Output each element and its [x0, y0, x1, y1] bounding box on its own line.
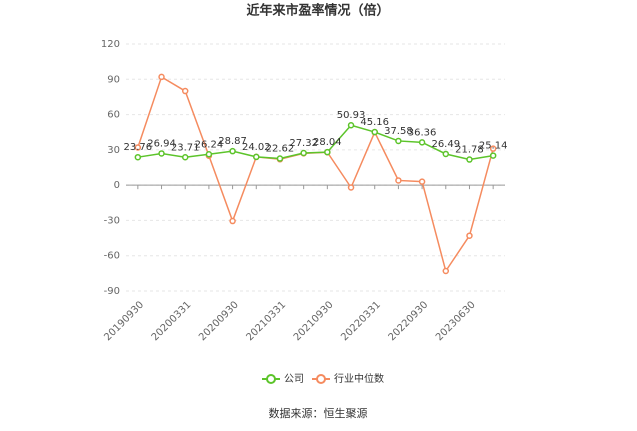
x-tick-label: 20190930 [102, 299, 146, 343]
legend-label: 公司 [284, 374, 304, 385]
data-label: 22.62 [266, 144, 295, 155]
x-tick-label: 20200930 [197, 299, 241, 343]
point [158, 150, 165, 157]
point [466, 156, 473, 163]
legend-marker [316, 374, 326, 384]
point [205, 151, 213, 158]
y-tick-label: 30 [107, 145, 120, 156]
chart-title: 近年来市盈率情况（倍） [246, 3, 389, 19]
point [395, 177, 402, 184]
point [347, 121, 355, 129]
data-label: 28.87 [218, 136, 247, 147]
line [137, 75, 494, 273]
x-tick-label: 20200331 [150, 299, 194, 343]
data-label: 26.49 [431, 139, 460, 150]
data-label: 27.32 [289, 138, 318, 149]
data-label: 50.93 [337, 110, 366, 121]
point [253, 153, 260, 161]
point [442, 267, 450, 275]
point [371, 128, 378, 136]
y-tick-label: 90 [107, 74, 120, 85]
data-label: 36.36 [408, 127, 437, 138]
x-tick-label: 20210930 [292, 299, 336, 343]
point [158, 73, 165, 81]
line [137, 124, 494, 161]
data-label: 23.76 [124, 142, 153, 153]
data-label: 45.16 [360, 117, 389, 128]
point [134, 144, 142, 151]
data-label: 28.04 [313, 137, 342, 148]
data-label: 23.71 [171, 142, 200, 153]
point [276, 155, 284, 162]
y-tick-label: 0 [114, 180, 120, 191]
y-tick-label: -30 [104, 215, 120, 226]
y-tick-label: 60 [107, 110, 120, 121]
point [418, 139, 426, 146]
data-label: 37.58 [384, 126, 413, 137]
x-tick-label: 20220331 [339, 299, 383, 343]
point [229, 217, 236, 225]
point [347, 184, 355, 191]
y-tick-label: -60 [104, 251, 120, 262]
x-tick-label: 20210331 [244, 299, 288, 343]
data-label: 26.24 [195, 139, 224, 150]
y-tick-label: -90 [104, 286, 120, 297]
point [442, 150, 450, 158]
data-label: 21.78 [455, 145, 484, 156]
y-tick-label: 120 [101, 39, 120, 50]
point [395, 137, 402, 145]
point [181, 154, 189, 161]
point [324, 148, 331, 156]
point [466, 232, 473, 239]
source: 数据来源：恒生聚源 [269, 406, 368, 420]
x-tick-label: 20230630 [434, 299, 478, 343]
point [489, 152, 497, 159]
x-tick-label: 20220930 [387, 299, 431, 343]
point [134, 153, 142, 161]
data-label: 25.14 [479, 141, 508, 152]
legend-label: 行业中位数 [334, 372, 384, 385]
point [489, 145, 497, 152]
point [418, 178, 426, 185]
point [300, 149, 307, 157]
point [181, 87, 189, 95]
data-label: 24.02 [242, 142, 271, 153]
legend-marker [266, 374, 276, 384]
data-label: 26.94 [147, 138, 176, 149]
point [229, 147, 236, 155]
